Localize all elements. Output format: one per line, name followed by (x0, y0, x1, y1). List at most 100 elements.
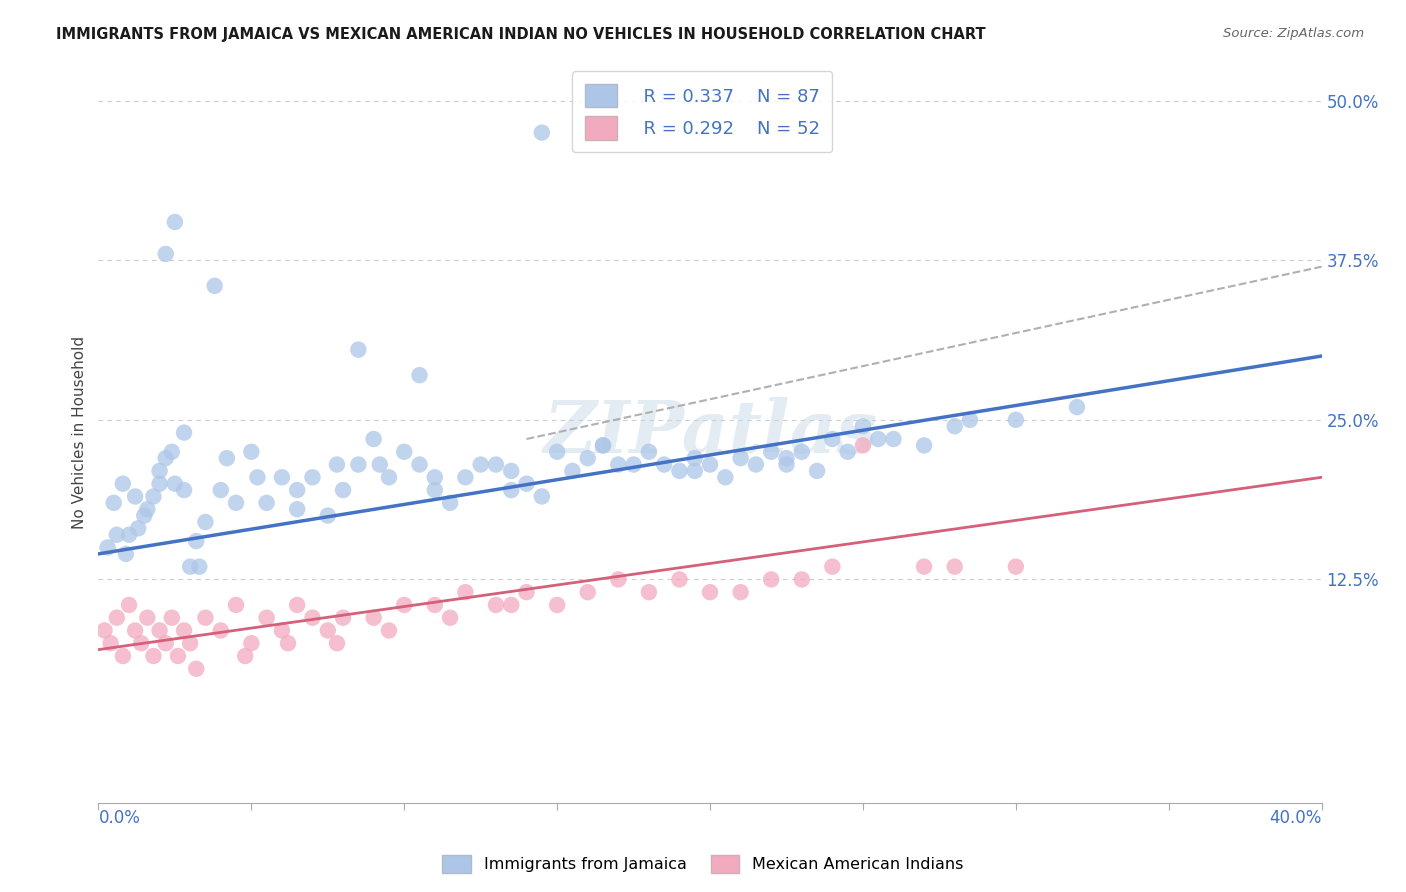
Point (142, 648, 165, 663)
Point (246, 470, 269, 484)
Point (485, 458, 508, 472)
Point (837, 444, 859, 458)
Point (256, 611, 278, 625)
Point (124, 490, 146, 504)
Point (454, 585, 477, 599)
Point (167, 648, 190, 663)
Point (470, 458, 492, 472)
Point (408, 458, 430, 472)
Point (194, 611, 217, 625)
Point (1004, 413, 1026, 427)
Point (392, 444, 416, 458)
Point (363, 432, 385, 446)
Point (301, 611, 323, 625)
Point (959, 413, 981, 427)
Text: Source: ZipAtlas.com: Source: ZipAtlas.com (1223, 27, 1364, 40)
Point (852, 438, 875, 452)
Point (868, 432, 890, 446)
Point (326, 458, 349, 472)
Point (129, 636, 152, 650)
Point (316, 508, 339, 523)
Point (163, 476, 186, 491)
Point (530, 490, 553, 504)
Point (392, 598, 416, 612)
Point (623, 458, 645, 472)
Point (775, 451, 797, 466)
Point (134, 508, 156, 523)
Point (285, 483, 308, 497)
Point (699, 585, 721, 599)
Point (699, 458, 721, 472)
Point (485, 598, 508, 612)
Point (209, 624, 232, 638)
Legend:   R = 0.337    N = 87,   R = 0.292    N = 52: R = 0.337 N = 87, R = 0.292 N = 52 (572, 71, 832, 153)
Point (439, 611, 461, 625)
Point (423, 598, 446, 612)
Point (149, 464, 172, 478)
Point (363, 611, 385, 625)
Point (163, 215, 186, 229)
Point (111, 476, 134, 491)
Point (652, 458, 675, 472)
Point (188, 559, 211, 574)
Point (149, 624, 172, 638)
Point (546, 444, 568, 458)
Point (115, 547, 138, 561)
Point (501, 483, 523, 497)
Point (790, 444, 813, 458)
Point (683, 451, 706, 466)
Point (225, 496, 247, 510)
Point (179, 559, 201, 574)
Point (821, 432, 844, 446)
Point (806, 464, 828, 478)
Point (912, 559, 935, 574)
Point (408, 368, 430, 383)
Text: 40.0%: 40.0% (1270, 809, 1322, 827)
Point (501, 464, 523, 478)
Point (516, 476, 538, 491)
Point (215, 451, 238, 466)
Point (285, 502, 308, 516)
Point (103, 496, 125, 510)
Point (105, 611, 128, 625)
Point (668, 464, 690, 478)
Point (240, 636, 263, 650)
Text: ZIPatlas: ZIPatlas (543, 397, 877, 468)
Point (105, 527, 128, 541)
Point (439, 496, 461, 510)
Point (194, 515, 217, 529)
Point (745, 458, 768, 472)
Point (326, 636, 349, 650)
Point (173, 425, 195, 440)
Point (454, 470, 477, 484)
Point (546, 598, 568, 612)
Point (607, 458, 630, 472)
Point (912, 438, 935, 452)
Point (790, 573, 813, 587)
Point (155, 636, 177, 650)
Point (730, 585, 752, 599)
Y-axis label: No Vehicles in Household: No Vehicles in Household (72, 336, 87, 529)
Text: IMMIGRANTS FROM JAMAICA VS MEXICAN AMERICAN INDIAN NO VEHICLES IN HOUSEHOLD CORR: IMMIGRANTS FROM JAMAICA VS MEXICAN AMERI… (56, 27, 986, 42)
Point (225, 598, 247, 612)
Point (775, 458, 797, 472)
Point (186, 534, 208, 549)
Point (124, 624, 146, 638)
Point (516, 585, 538, 599)
Point (332, 611, 354, 625)
Legend: Immigrants from Jamaica, Mexican American Indians: Immigrants from Jamaica, Mexican America… (436, 848, 970, 880)
Point (378, 470, 401, 484)
Point (592, 438, 614, 452)
Point (97, 541, 120, 555)
Point (1004, 559, 1026, 574)
Point (943, 559, 966, 574)
Point (173, 483, 195, 497)
Point (240, 444, 263, 458)
Point (347, 343, 370, 357)
Point (204, 278, 226, 293)
Point (501, 598, 523, 612)
Point (186, 662, 208, 676)
Point (100, 636, 122, 650)
Point (142, 490, 165, 504)
Point (209, 483, 232, 497)
